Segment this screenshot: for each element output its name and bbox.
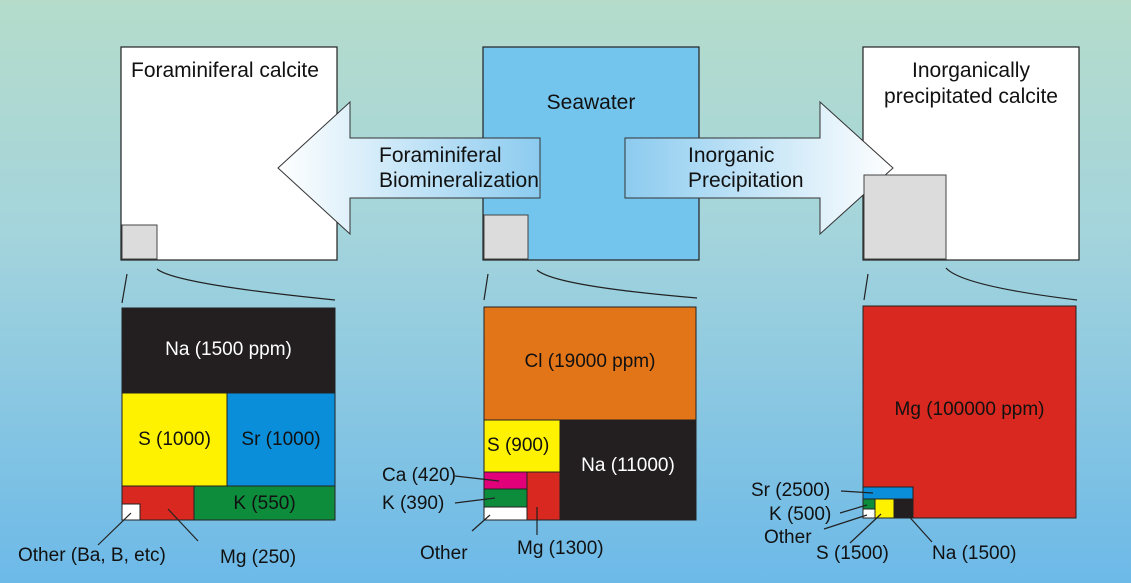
seawater-inset <box>483 214 529 260</box>
inorganic-title-line2: precipitated calcite <box>884 85 1058 108</box>
sw-mg-block <box>526 471 561 521</box>
inorg-other-label: Other <box>764 527 812 548</box>
foram-mg-label: Mg (250) <box>220 547 297 568</box>
inorg-mg-label: Mg (100000 ppm) <box>894 399 1045 420</box>
sw-na-block <box>559 419 697 521</box>
inorg-k-label: K (500) <box>769 504 832 525</box>
left-arrow <box>277 100 541 236</box>
seawater-title: Seawater <box>546 91 636 114</box>
inorganic-inset <box>863 174 947 260</box>
foram-k-block <box>193 485 336 521</box>
sw-other-block <box>483 506 528 521</box>
foram-sr-block <box>226 392 336 487</box>
zoom-connectors <box>121 267 1078 304</box>
sw-cl-label: Cl (19000 ppm) <box>524 351 656 372</box>
inorg-s-label: S (1500) <box>816 543 889 564</box>
callout-lines <box>97 475 933 546</box>
inorg-na-block <box>893 498 914 519</box>
foram-s-block <box>121 392 228 487</box>
foram-sr-label: Sr (1000) <box>241 429 321 450</box>
inorganic-title-line1: Inorganically <box>912 59 1030 82</box>
sw-s-block <box>483 419 561 473</box>
inorg-other-block <box>862 508 876 519</box>
sw-s-label: S (900) <box>487 435 550 456</box>
foram-other-block <box>121 503 141 521</box>
foram-na-label: Na (1500 ppm) <box>165 339 292 360</box>
seawater-breakdown <box>483 306 697 521</box>
foram-breakdown <box>121 307 336 521</box>
foram-other-label: Other (Ba, B, etc) <box>18 545 166 566</box>
sw-other-label: Other <box>420 543 468 564</box>
foram-na-block <box>121 307 336 394</box>
left-arrow-label-line2: Biomineralization <box>379 169 539 192</box>
inorg-sr-label: Sr (2500) <box>751 480 831 501</box>
foram-inset <box>121 224 158 260</box>
right-arrow-label-line2: Precipitation <box>688 169 804 192</box>
foram-k-label: K (550) <box>233 493 296 514</box>
right-arrow-label-line1: Inorganic <box>688 144 775 167</box>
sw-ca-label: Ca (420) <box>382 465 456 486</box>
foram-s-label: S (1000) <box>138 429 211 450</box>
inorg-mg-block <box>862 305 1077 519</box>
sw-mg-label: Mg (1300) <box>517 538 604 559</box>
inorganic-breakdown <box>862 305 1077 519</box>
sw-k-label: K (390) <box>382 493 445 514</box>
right-arrow <box>624 100 894 236</box>
inorg-k-block <box>862 498 876 510</box>
inorg-s-block <box>874 498 895 519</box>
left-arrow-label-line1: Foraminiferal <box>379 144 502 167</box>
inorg-na-label: Na (1500) <box>932 543 1017 564</box>
sw-cl-block <box>483 306 697 421</box>
foram-calcite-title: Foraminiferal calcite <box>131 59 319 82</box>
sw-na-label: Na (11000) <box>581 455 675 476</box>
